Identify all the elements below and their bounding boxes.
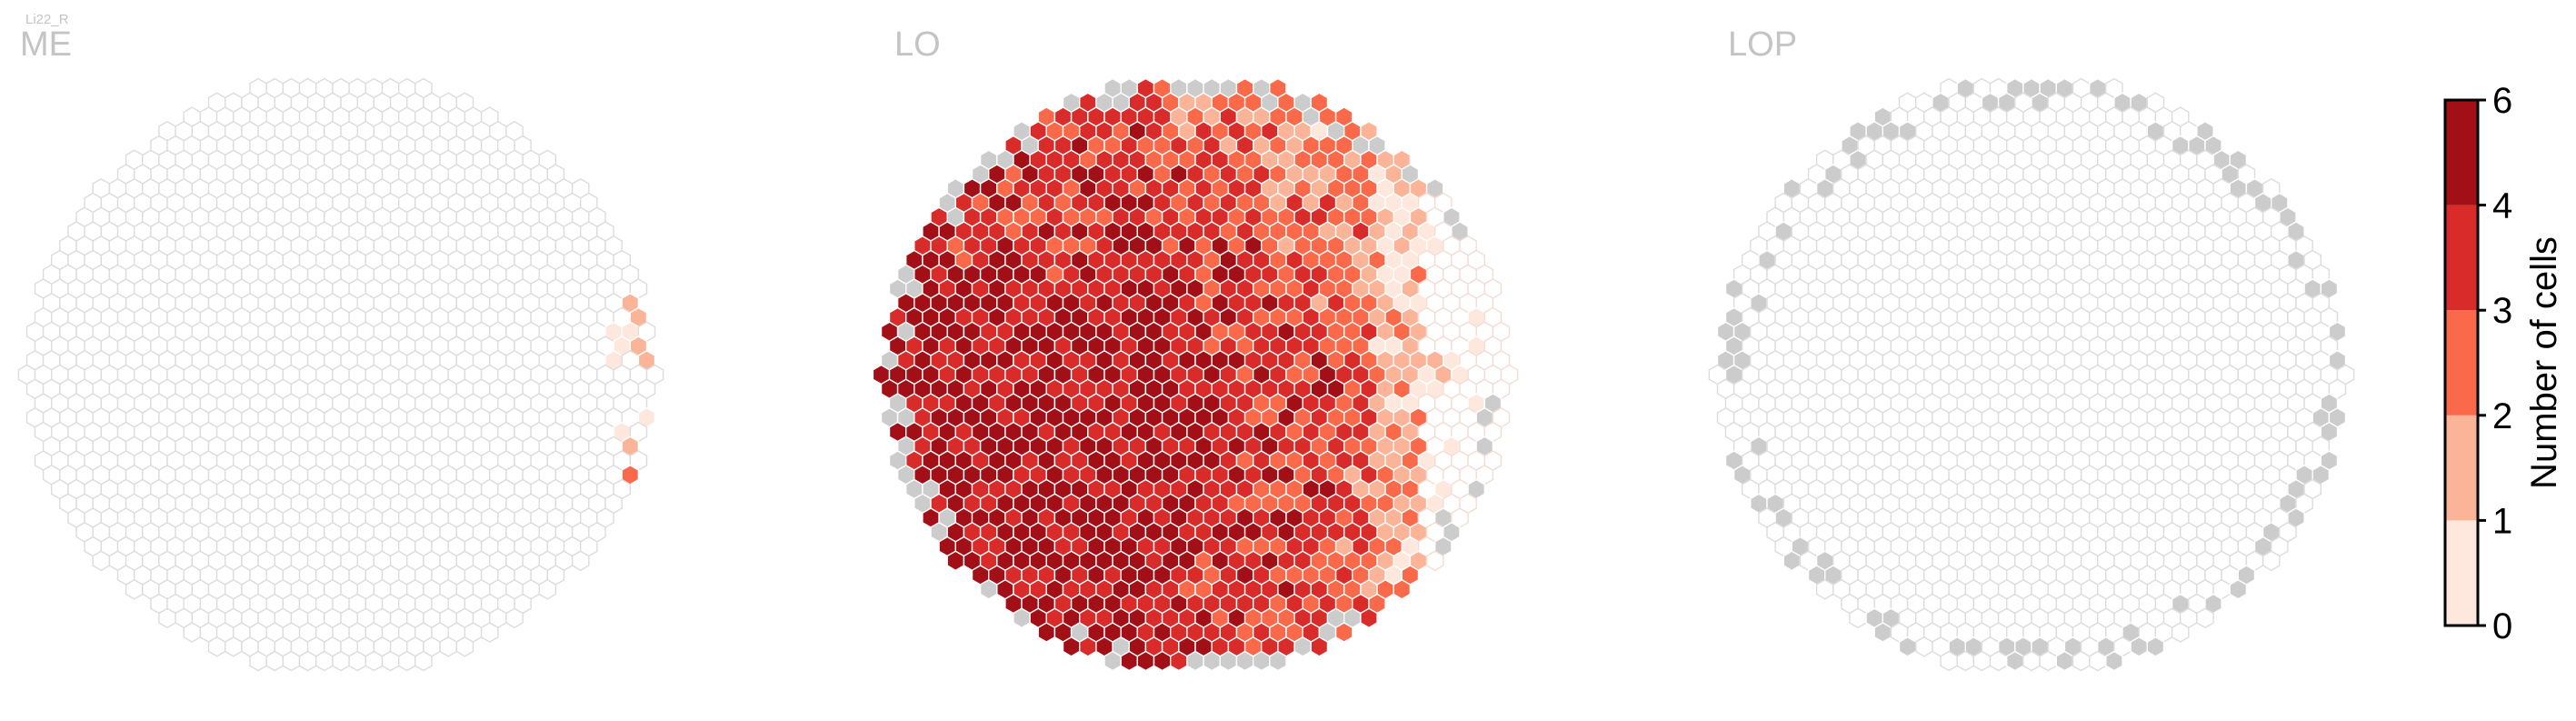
hex-cell-lo — [1334, 622, 1353, 643]
hex-cell-me — [249, 650, 267, 672]
hex-cell-lop — [1815, 578, 1834, 600]
hex-cell-lop — [1849, 607, 1867, 629]
hex-cell-lo — [1186, 650, 1204, 672]
figure-tag: Li22_R — [25, 12, 69, 27]
hex-cell-lop — [1873, 622, 1892, 643]
hex-cell-lo — [1120, 650, 1138, 672]
hex-cell-lo — [979, 578, 998, 600]
hex-cell-lop — [1972, 650, 1992, 672]
hex-cell-lo — [946, 550, 965, 572]
colorbar-frame — [2443, 98, 2480, 627]
hex-cell-lop — [1989, 650, 2008, 672]
hex-cell-lo — [1235, 650, 1254, 672]
hex-cell-lop — [2006, 650, 2024, 672]
hex-cell-lop — [2196, 607, 2214, 629]
hex-cell-lop — [2072, 650, 2091, 672]
hex-cell-lop — [2130, 636, 2148, 657]
hex-cell-me — [332, 650, 350, 672]
hex-cell-lo — [1310, 636, 1329, 657]
panel-label-lo: LO — [894, 25, 941, 64]
hex-cell-lo — [1253, 650, 1271, 672]
colorbar-label: Number of cells — [2524, 236, 2564, 489]
colorbar-bin-2-3 — [2445, 310, 2478, 416]
hex-cell-lop — [2105, 650, 2123, 672]
hex-cell-lo — [1203, 650, 1221, 672]
hex-cell-me — [538, 578, 557, 600]
hex-cell-me — [381, 650, 400, 672]
colorbar-tick-label: 3 — [2492, 291, 2512, 331]
hex-cell-lo — [1360, 607, 1378, 629]
hex-cell-me — [414, 650, 433, 672]
hex-cell-me — [571, 550, 590, 572]
hex-cell-lo — [1037, 622, 1056, 643]
colorbar-tick-label: 4 — [2492, 186, 2512, 226]
colorbar-tick-label: 2 — [2492, 396, 2512, 436]
panel-label-lop: LOP — [1728, 25, 1798, 64]
colorbar: 0 1 2 3 4 6 Number of cells — [2443, 81, 2564, 646]
hex-cell-me — [480, 622, 499, 643]
hex-cell-me — [439, 636, 457, 657]
hex-cell-lo — [1393, 578, 1412, 600]
hex-cell-me — [364, 650, 384, 672]
hex-cell-me — [158, 607, 176, 629]
hexmap-lo — [872, 77, 1519, 672]
hex-cell-lop — [2229, 578, 2248, 600]
hex-cell-lo — [1103, 650, 1122, 672]
hex-cell-me — [505, 607, 524, 629]
hex-cell-lop — [1915, 636, 1933, 657]
hex-cell-lo — [1425, 550, 1444, 572]
panel-label-me: ME — [20, 25, 72, 64]
hex-cell-me — [183, 622, 202, 643]
hex-cell-lo — [1013, 607, 1031, 629]
hex-cell-me — [282, 650, 301, 672]
hex-cell-lop — [2089, 650, 2107, 672]
colorbar-bin-0-1 — [2445, 520, 2478, 626]
hex-cell-me — [298, 650, 317, 672]
hex-cell-lop — [1940, 650, 1958, 672]
hex-cell-lop — [1956, 650, 1974, 672]
hex-cell-lo — [1293, 636, 1312, 657]
colorbar-tick-label: 6 — [2492, 81, 2512, 121]
hex-cell-me — [125, 578, 144, 600]
hexmap-lop — [1708, 77, 2355, 672]
hex-cell-me — [265, 650, 284, 672]
hex-cell-lo — [1170, 650, 1188, 672]
hex-cell-lo — [1079, 636, 1097, 657]
hex-cell-lop — [2146, 636, 2165, 657]
hexmap-me — [17, 77, 664, 672]
colorbar-tick-label: 1 — [2492, 501, 2512, 541]
colorbar-bin-4-6 — [2445, 100, 2478, 205]
hex-cell-me — [92, 550, 111, 572]
hex-cell-lo — [1062, 636, 1081, 657]
hex-cell-lo — [1269, 650, 1287, 672]
hex-cell-me — [455, 636, 474, 657]
hex-cell-lo — [1153, 650, 1172, 672]
colorbar-bin-3-4 — [2445, 205, 2478, 311]
hex-cell-lop — [2039, 650, 2057, 672]
hex-cell-lop — [2261, 550, 2281, 572]
hex-cell-me — [225, 636, 243, 657]
hex-cell-lop — [2022, 650, 2041, 672]
hex-cell-me — [348, 650, 366, 672]
hex-cell-me — [398, 650, 416, 672]
hex-cell-lop — [2171, 622, 2190, 643]
hex-cell-lop — [1898, 636, 1917, 657]
colorbar-tick-label: 0 — [2492, 606, 2512, 646]
colorbar-bin-1-2 — [2445, 415, 2478, 521]
hex-cell-me — [207, 636, 226, 657]
hex-cell-lop — [1782, 550, 1802, 572]
hex-cell-lop — [2055, 650, 2074, 672]
hex-cell-me — [315, 650, 334, 672]
hex-cell-lo — [1219, 650, 1238, 672]
hex-cell-lo — [1136, 650, 1155, 672]
